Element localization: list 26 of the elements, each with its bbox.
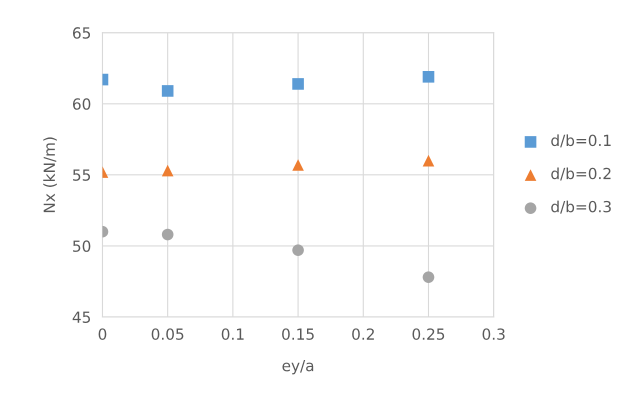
x-tick-label: 0.25 [412, 328, 444, 340]
point [162, 164, 174, 176]
legend-label: d/b=0.3 [551, 200, 611, 214]
y-axis-title: Nx (kN/m) [43, 137, 57, 212]
x-tick-label: 0 [98, 328, 106, 340]
point [162, 85, 174, 97]
y-tick-label: 55 [73, 170, 90, 181]
point [292, 159, 304, 171]
y-tick-label: 50 [73, 240, 90, 252]
x-tick-label: 0.1 [222, 328, 244, 340]
legend-label: d/b=0.1 [551, 134, 611, 148]
point [422, 271, 434, 283]
y-tick-label: 45 [72, 312, 90, 323]
point [422, 154, 434, 166]
y-tick-label: 60 [72, 98, 90, 110]
x-tick-label: 0.15 [282, 328, 314, 340]
point [422, 70, 434, 83]
point [292, 78, 304, 90]
x-axis-title: ey/a [282, 360, 314, 374]
point [162, 228, 174, 240]
y-tick-label: 65 [72, 27, 90, 39]
x-tick-label: 0.05 [152, 328, 184, 340]
x-tick-label: 0.3 [482, 328, 505, 340]
point [292, 244, 304, 256]
x-tick-label: 0.2 [352, 328, 374, 340]
legend-label: d/b=0.2 [551, 167, 611, 180]
